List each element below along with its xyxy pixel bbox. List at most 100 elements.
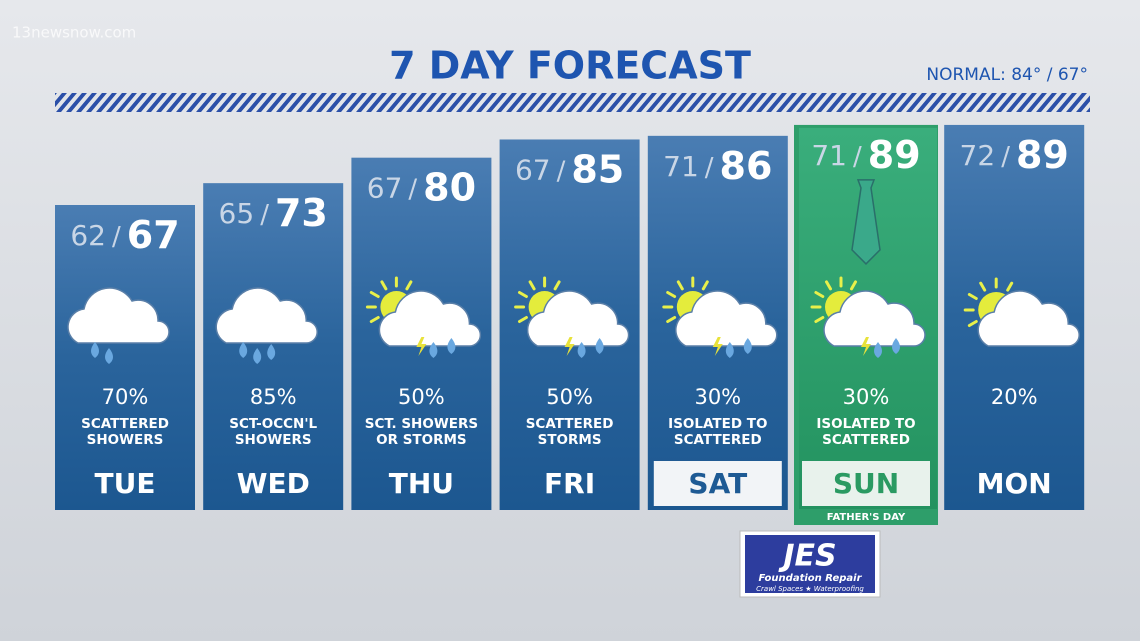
high-temp: 89 — [1016, 132, 1069, 176]
low-temp: 65 — [219, 197, 255, 230]
column-panel — [203, 183, 344, 510]
raindrop — [874, 342, 882, 358]
precip-chance: 20% — [991, 385, 1038, 409]
low-temp: 71 — [811, 139, 847, 172]
high-temp: 67 — [127, 213, 180, 257]
temps: 62/67 — [70, 213, 179, 257]
day-box — [653, 461, 782, 506]
lightning — [861, 337, 871, 356]
sun-ray — [405, 280, 413, 291]
separator: / — [408, 174, 417, 204]
description: SCATTERED — [822, 432, 910, 448]
day-label: THU — [389, 467, 454, 500]
cloud — [977, 290, 1080, 347]
day-label: WED — [237, 467, 310, 500]
sun-ray — [380, 280, 388, 291]
sun-ray — [701, 280, 709, 291]
separator: / — [1001, 141, 1010, 171]
title: 7 DAY FORECAST — [389, 44, 751, 88]
column-panel — [55, 205, 195, 510]
high-temp: 73 — [275, 191, 328, 235]
sun-ray — [666, 316, 677, 323]
raindrop — [105, 348, 113, 364]
sun-ray — [517, 291, 528, 298]
sun-ray — [553, 280, 561, 291]
separator: / — [705, 152, 714, 182]
cloud — [526, 290, 630, 347]
raindrop — [743, 338, 752, 354]
sponsor-logo: JES Foundation Repair Crawl Spaces ★ Wat… — [739, 530, 881, 598]
high-temp: 80 — [423, 165, 476, 209]
description: ISOLATED TO — [668, 416, 767, 432]
precip-chance: 70% — [102, 385, 149, 409]
cloud — [215, 287, 318, 344]
precip-chance: 85% — [250, 385, 297, 409]
high-temp: 85 — [571, 147, 624, 191]
raindrop — [595, 338, 604, 354]
sun-ray — [967, 293, 978, 300]
low-temp: 67 — [515, 153, 551, 186]
description: STORMS — [538, 432, 602, 448]
sun-ray — [979, 281, 987, 292]
temps: 65/73 — [219, 191, 328, 235]
raindrop — [725, 342, 734, 358]
day-label: TUE — [95, 467, 156, 500]
day-note: FATHER'S DAY — [827, 512, 906, 523]
precip-chance: 30% — [843, 385, 890, 409]
separator: / — [853, 141, 862, 171]
day-label: FRI — [544, 467, 595, 500]
cloud — [378, 290, 482, 347]
day-label: SAT — [688, 467, 747, 500]
sun-ray — [1006, 281, 1014, 292]
description: SCT-OCCN'L — [229, 416, 317, 432]
raindrop — [239, 342, 248, 358]
description: ISOLATED TO — [816, 416, 915, 432]
description: SHOWERS — [87, 432, 164, 448]
raindrop — [253, 348, 262, 364]
temps: 72/89 — [960, 132, 1069, 176]
day-box — [802, 461, 930, 506]
separator: / — [557, 156, 566, 186]
description: SCATTERED — [81, 416, 169, 432]
normal-temps: NORMAL: 84° / 67° — [926, 65, 1088, 85]
low-temp: 62 — [70, 219, 106, 252]
precip-chance: 50% — [398, 385, 445, 409]
sun-ray — [369, 291, 380, 298]
day-label: MON — [977, 467, 1052, 500]
high-temp: 86 — [720, 143, 773, 187]
sun-ray — [666, 291, 677, 298]
tie — [851, 179, 881, 265]
sun-ray — [967, 320, 978, 327]
description: SCATTERED — [674, 432, 762, 448]
lightning — [712, 337, 723, 356]
sponsor-name: JES — [778, 539, 836, 574]
low-temp: 71 — [663, 150, 699, 183]
temps: 67/85 — [515, 147, 624, 191]
sun-ray — [814, 316, 825, 323]
separator: / — [260, 200, 269, 230]
description: OR STORMS — [376, 432, 467, 448]
low-temp: 72 — [960, 139, 996, 172]
raindrop — [429, 342, 438, 358]
sun-ray — [676, 280, 684, 291]
sun-ray — [528, 280, 536, 291]
day-column: 72/89 20% MON — [944, 124, 1085, 511]
temps: 71/86 — [663, 143, 772, 187]
lightning — [564, 337, 575, 356]
sponsor-line: Crawl Spaces ★ Waterproofing — [756, 585, 864, 593]
sun-ray — [369, 316, 380, 323]
description: SCT. SHOWERS — [365, 416, 478, 432]
raindrop — [91, 342, 99, 358]
lightning — [416, 337, 427, 356]
description: SHOWERS — [235, 432, 312, 448]
raindrop — [447, 338, 456, 354]
low-temp: 67 — [367, 172, 403, 205]
cloud — [675, 290, 778, 347]
